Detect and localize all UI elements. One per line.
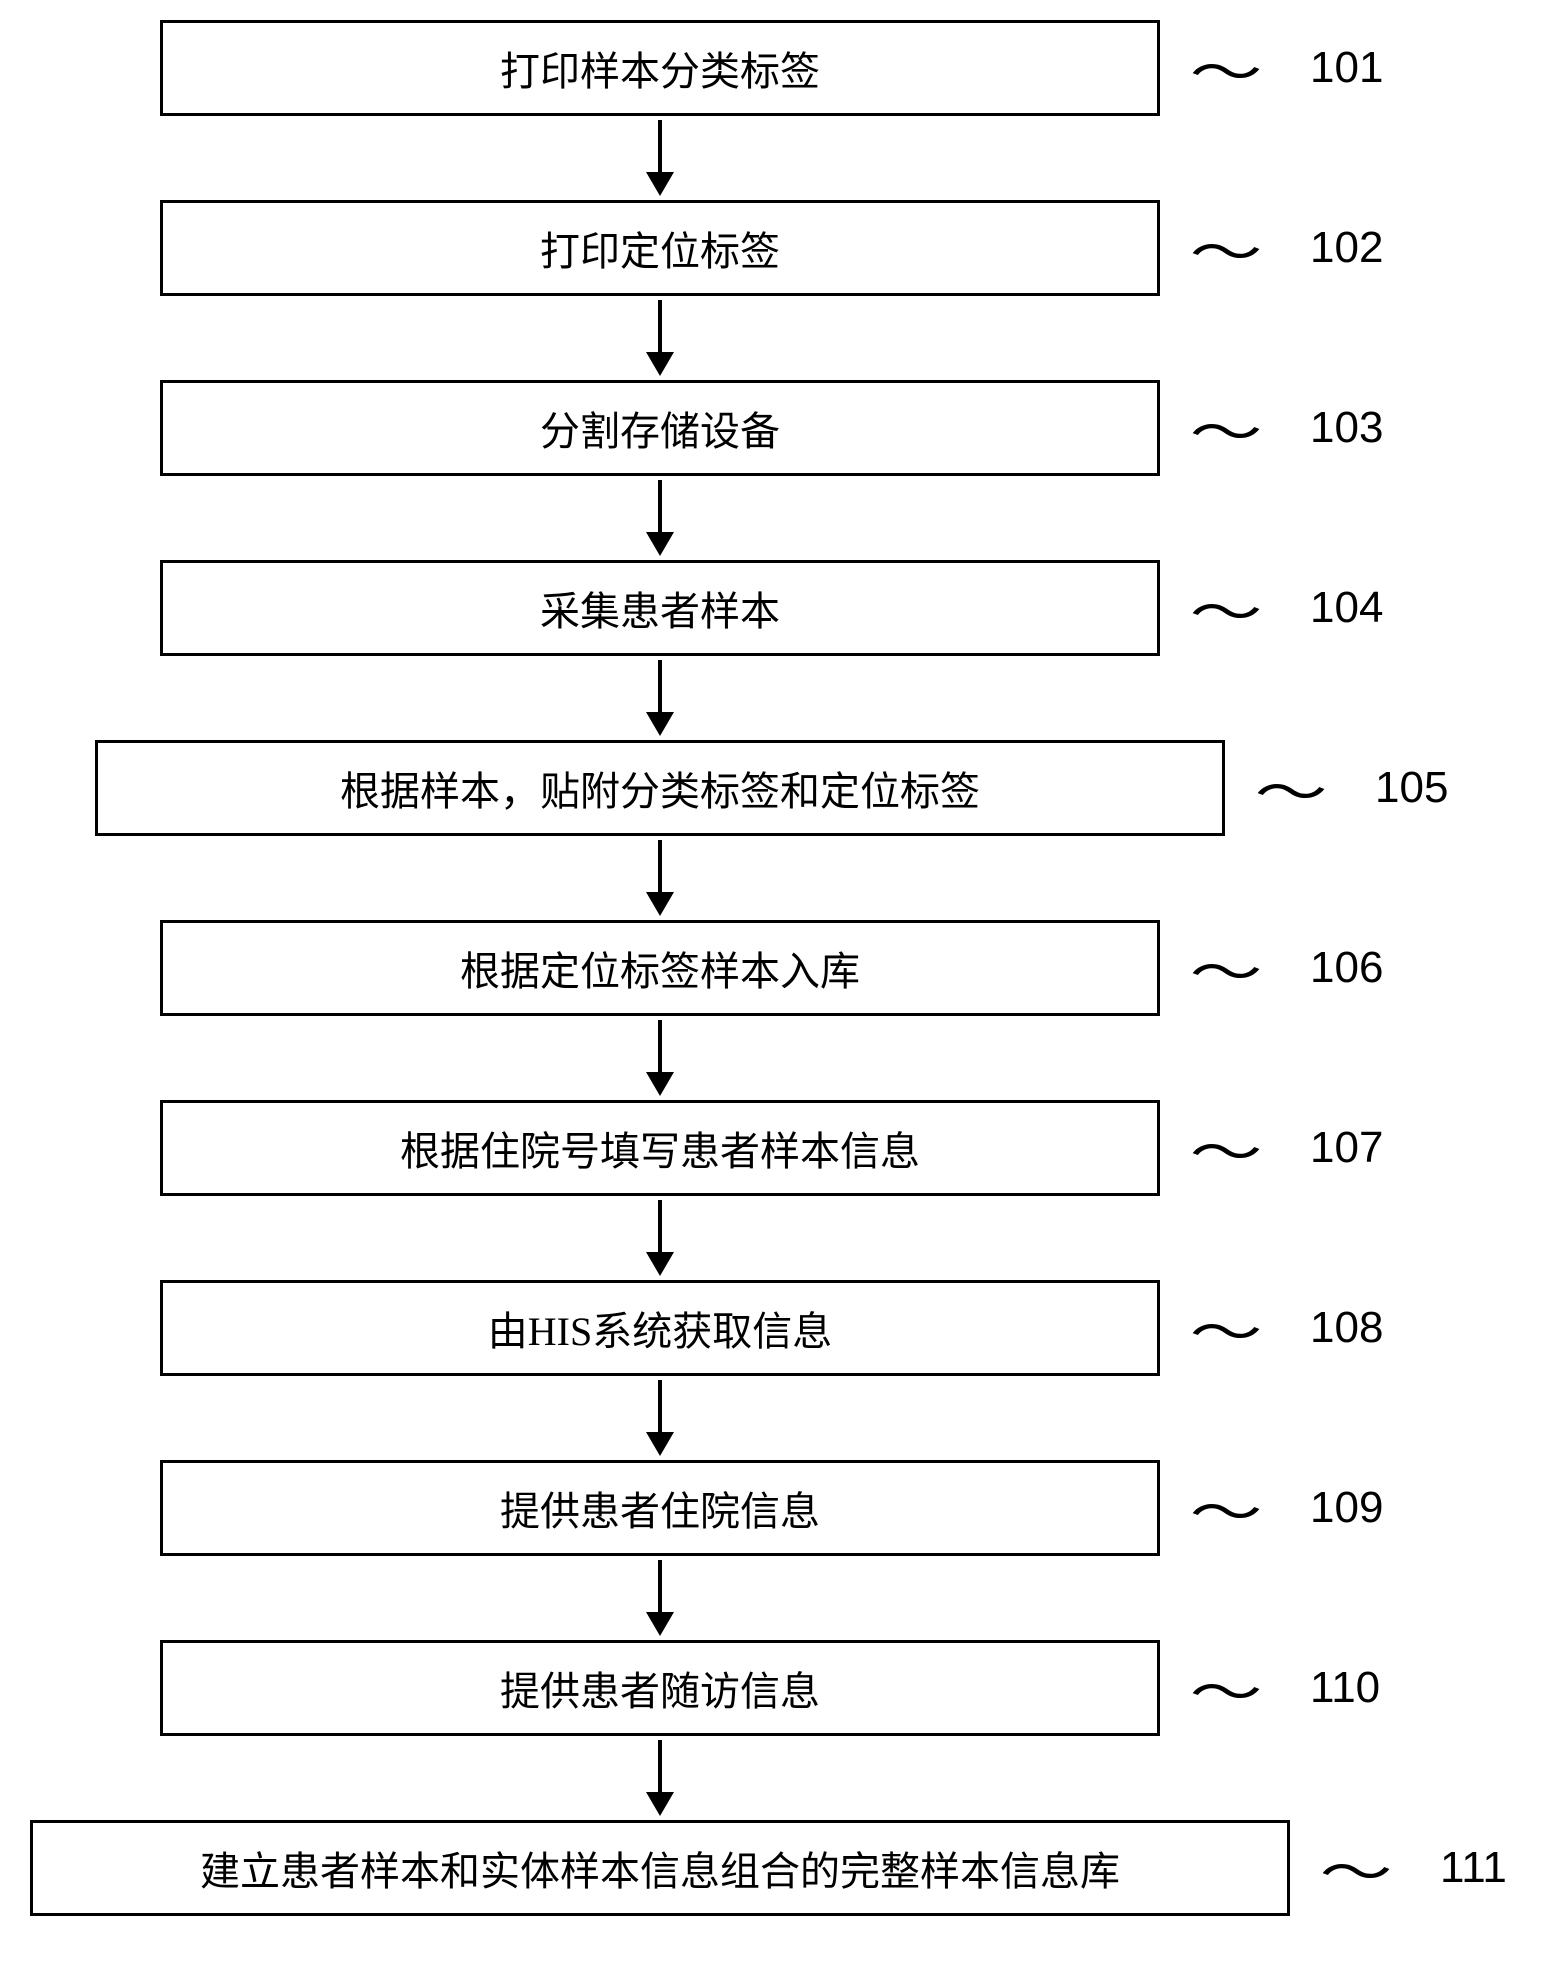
step-number-text: 109 — [1310, 1483, 1383, 1533]
step-row: 提供患者随访信息 〜 110 — [0, 1640, 1564, 1736]
step-row: 打印样本分类标签 〜 101 — [0, 20, 1564, 116]
step-number: 106 — [1310, 920, 1383, 1016]
tilde-glyph: 〜 — [1190, 1471, 1263, 1546]
tilde-glyph: 〜 — [1190, 931, 1263, 1006]
step-number-text: 104 — [1310, 583, 1383, 633]
step-box: 提供患者随访信息 — [160, 1640, 1160, 1736]
step-number-text: 105 — [1375, 763, 1448, 813]
tilde-connector: 〜 — [1190, 1460, 1263, 1556]
step-number-text: 107 — [1310, 1123, 1383, 1173]
step-box: 根据住院号填写患者样本信息 — [160, 1100, 1160, 1196]
step-number-text: 101 — [1310, 43, 1383, 93]
step-box: 根据定位标签样本入库 — [160, 920, 1160, 1016]
step-number: 102 — [1310, 200, 1383, 296]
step-number: 105 — [1375, 740, 1448, 836]
tilde-glyph: 〜 — [1320, 1831, 1393, 1906]
tilde-glyph: 〜 — [1190, 1111, 1263, 1186]
step-box-label: 提供患者住院信息 — [500, 1479, 820, 1537]
arrow-connector — [630, 1020, 690, 1096]
step-row: 建立患者样本和实体样本信息组合的完整样本信息库 〜 111 — [0, 1820, 1564, 1916]
step-row: 由HIS系统获取信息 〜 108 — [0, 1280, 1564, 1376]
tilde-glyph: 〜 — [1255, 751, 1328, 826]
step-box-label: 由HIS系统获取信息 — [488, 1299, 832, 1357]
step-number-text: 106 — [1310, 943, 1383, 993]
step-number-text: 110 — [1310, 1663, 1380, 1713]
step-box-label: 根据住院号填写患者样本信息 — [400, 1119, 920, 1177]
tilde-connector: 〜 — [1190, 200, 1263, 296]
step-row: 分割存储设备 〜 103 — [0, 380, 1564, 476]
arrow-connector — [630, 1560, 690, 1636]
arrow-connector — [630, 1740, 690, 1816]
step-number: 110 — [1310, 1640, 1380, 1736]
tilde-connector: 〜 — [1190, 560, 1263, 656]
tilde-connector: 〜 — [1190, 1100, 1263, 1196]
step-number: 103 — [1310, 380, 1383, 476]
arrow-connector — [630, 840, 690, 916]
step-row: 根据住院号填写患者样本信息 〜 107 — [0, 1100, 1564, 1196]
step-number-text: 102 — [1310, 223, 1383, 273]
step-box-label: 根据定位标签样本入库 — [460, 939, 860, 997]
step-box-label: 分割存储设备 — [540, 399, 780, 457]
step-box-label: 建立患者样本和实体样本信息组合的完整样本信息库 — [200, 1839, 1120, 1897]
step-box: 建立患者样本和实体样本信息组合的完整样本信息库 — [30, 1820, 1290, 1916]
arrow-connector — [630, 480, 690, 556]
tilde-connector: 〜 — [1190, 1640, 1263, 1736]
step-number: 104 — [1310, 560, 1383, 656]
tilde-connector: 〜 — [1190, 20, 1263, 116]
step-box: 根据样本，贴附分类标签和定位标签 — [95, 740, 1225, 836]
flowchart-canvas: 打印样本分类标签〜101打印定位标签〜102分割存储设备〜103采集患者样本〜1… — [0, 0, 1564, 1986]
step-box: 打印定位标签 — [160, 200, 1160, 296]
step-row: 根据样本，贴附分类标签和定位标签 〜 105 — [0, 740, 1564, 836]
step-row: 提供患者住院信息 〜 109 — [0, 1460, 1564, 1556]
step-box: 打印样本分类标签 — [160, 20, 1160, 116]
tilde-connector: 〜 — [1320, 1820, 1393, 1916]
tilde-connector: 〜 — [1190, 920, 1263, 1016]
arrow-connector — [630, 300, 690, 376]
tilde-connector: 〜 — [1190, 380, 1263, 476]
step-number: 101 — [1310, 20, 1383, 116]
step-box: 由HIS系统获取信息 — [160, 1280, 1160, 1376]
tilde-glyph: 〜 — [1190, 211, 1263, 286]
step-number-text: 103 — [1310, 403, 1383, 453]
step-box: 分割存储设备 — [160, 380, 1160, 476]
step-number: 108 — [1310, 1280, 1383, 1376]
step-box: 采集患者样本 — [160, 560, 1160, 656]
step-row: 采集患者样本 〜 104 — [0, 560, 1564, 656]
step-box-label: 打印样本分类标签 — [500, 39, 820, 97]
step-number: 111 — [1440, 1820, 1507, 1916]
tilde-glyph: 〜 — [1190, 391, 1263, 466]
step-box-label: 提供患者随访信息 — [500, 1659, 820, 1717]
step-row: 根据定位标签样本入库 〜 106 — [0, 920, 1564, 1016]
step-box-label: 采集患者样本 — [540, 579, 780, 637]
arrow-connector — [630, 1380, 690, 1456]
step-row: 打印定位标签 〜 102 — [0, 200, 1564, 296]
tilde-connector: 〜 — [1190, 1280, 1263, 1376]
step-number: 109 — [1310, 1460, 1383, 1556]
arrow-connector — [630, 660, 690, 736]
step-box-label: 打印定位标签 — [540, 219, 780, 277]
tilde-glyph: 〜 — [1190, 31, 1263, 106]
step-number: 107 — [1310, 1100, 1383, 1196]
step-number-text: 108 — [1310, 1303, 1383, 1353]
step-box: 提供患者住院信息 — [160, 1460, 1160, 1556]
tilde-glyph: 〜 — [1190, 1651, 1263, 1726]
tilde-glyph: 〜 — [1190, 571, 1263, 646]
step-number-text: 111 — [1440, 1843, 1507, 1893]
arrow-connector — [630, 1200, 690, 1276]
tilde-connector: 〜 — [1255, 740, 1328, 836]
arrow-connector — [630, 120, 690, 196]
step-box-label: 根据样本，贴附分类标签和定位标签 — [340, 759, 980, 817]
tilde-glyph: 〜 — [1190, 1291, 1263, 1366]
